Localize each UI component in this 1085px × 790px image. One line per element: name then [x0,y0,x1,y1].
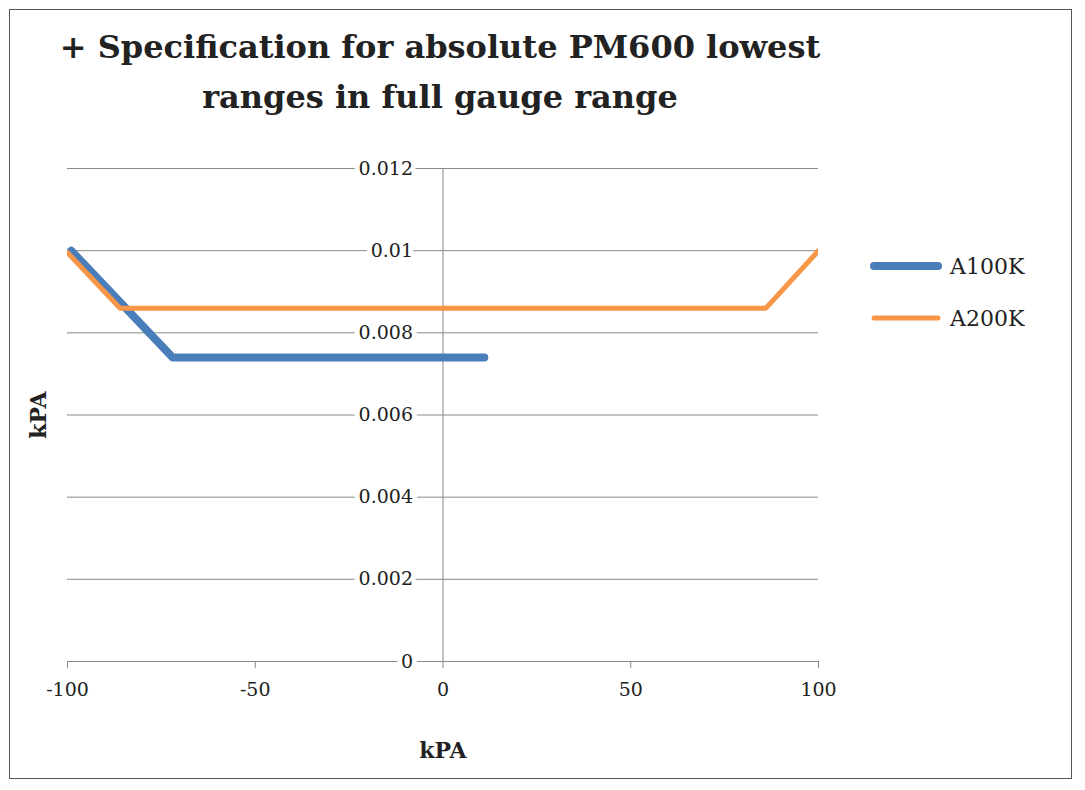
html-text:+ Specification for absolute P: + Specification for absolute PM600 lowes… [59,28,821,116]
svg-text:0.004: 0.004 [359,485,413,507]
svg-text:0.002: 0.002 [359,567,413,589]
html-text:A200K: A200K [950,305,1025,331]
html-text:kPA: kPA [419,737,467,763]
svg-text:0.01: 0.01 [371,239,413,261]
svg-text:0.008: 0.008 [359,321,413,343]
svg-text:0.006: 0.006 [359,403,413,425]
svg-text:0: 0 [401,650,413,672]
svg-text:0: 0 [437,678,449,700]
html-text:kPA: kPA [25,391,51,439]
svg-text:100: 100 [800,678,836,700]
svg-text:0.002: 0.002 [359,567,413,589]
svg-text:0.01: 0.01 [371,239,413,261]
svg-text:0: 0 [401,650,413,672]
svg-text:0.012: 0.012 [359,157,413,179]
svg-text:0.012: 0.012 [359,157,413,179]
svg-text:-50: -50 [240,678,271,700]
svg-text:50: 50 [619,678,643,700]
html-text:A100K: A100K [950,253,1025,279]
svg-text:0.004: 0.004 [359,485,413,507]
svg-text:0.006: 0.006 [359,403,413,425]
svg-text:0.008: 0.008 [359,321,413,343]
svg-text:-100: -100 [46,678,89,700]
